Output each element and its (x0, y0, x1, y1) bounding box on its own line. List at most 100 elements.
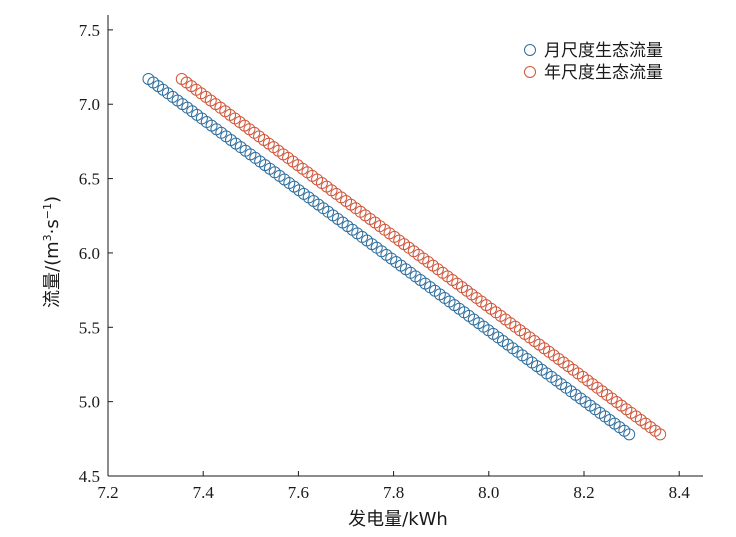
series-1-point (378, 223, 391, 236)
series-1-point (219, 105, 232, 118)
series-1-point (523, 331, 536, 344)
x-tick-label: 7.8 (383, 483, 404, 502)
series-0-point (283, 177, 296, 190)
series-0-point (268, 166, 281, 179)
x-axis-title: 发电量/kWh (348, 509, 448, 530)
series-0-point (365, 238, 378, 251)
series-1-point (412, 248, 425, 261)
series-1-point (499, 313, 512, 326)
series-0-point (181, 101, 194, 114)
series-0-point (195, 112, 208, 125)
series-1-point (369, 216, 382, 229)
series-0-point (336, 216, 349, 229)
y-tick-label: 6.0 (79, 244, 100, 263)
series-1-point (243, 123, 256, 136)
series-1-point (446, 273, 459, 286)
series-0-point (341, 220, 354, 233)
series-1-point (277, 148, 290, 161)
series-0-point (288, 180, 301, 193)
series-0-point (215, 126, 228, 139)
series-0-point (356, 230, 369, 243)
series-1-point (480, 299, 493, 312)
series-0-point (540, 367, 553, 380)
series-1-point (547, 349, 560, 362)
series-0-point (560, 381, 573, 394)
series-1-point (267, 141, 280, 154)
series-0-point (584, 399, 597, 412)
series-1-point (335, 191, 348, 204)
series-1-point (528, 335, 541, 348)
series-1-point (175, 72, 188, 85)
series-1-point (383, 227, 396, 240)
series-0-point (545, 370, 558, 383)
y-axis-title-mid: ·s (42, 219, 63, 234)
series-1-point (485, 302, 498, 315)
series-1-point (552, 352, 565, 365)
series-1-point (572, 367, 585, 380)
series-1-point (543, 345, 556, 358)
x-tick-label: 8.4 (669, 483, 691, 502)
series-1-point (567, 363, 580, 376)
series-0-point (380, 248, 393, 261)
series-1-point (427, 259, 440, 272)
series-0-point (239, 144, 252, 157)
series-1-point (634, 414, 647, 426)
series-0-point (424, 281, 437, 294)
series-0-point (346, 223, 359, 236)
series-0-point (458, 306, 471, 319)
series-1-point (644, 421, 657, 434)
series-1-point (610, 396, 623, 409)
y-tick-label: 6.5 (79, 170, 100, 189)
series-1-point (364, 212, 377, 225)
series-1-point (204, 94, 217, 107)
series-1-point (262, 137, 275, 150)
series-1-point (562, 360, 575, 373)
series-0-point (555, 378, 568, 391)
series-1-point (257, 133, 270, 146)
series-0-point (205, 119, 218, 132)
series-0-point (404, 266, 417, 279)
series-0-point (603, 414, 616, 426)
x-tick-label: 8.2 (573, 483, 594, 502)
y-tick-label: 5.0 (79, 393, 100, 412)
legend-marker-annual (524, 66, 536, 78)
series-1-point (344, 198, 357, 211)
series-0-point (293, 184, 305, 197)
x-tick-label: 7.6 (288, 483, 309, 502)
legend-marker-monthly (524, 44, 536, 56)
series-1-point (301, 166, 314, 179)
series-1-point (576, 370, 589, 383)
series-1-point (605, 392, 618, 405)
data-points (142, 72, 667, 441)
series-0-point (317, 202, 330, 215)
series-0-point (613, 421, 626, 434)
series-1-point (224, 108, 237, 121)
series-1-point (286, 155, 299, 168)
series-1-point (349, 202, 362, 215)
series-0-point (375, 245, 388, 258)
series-1-point (311, 173, 324, 186)
series-0-point (467, 313, 480, 326)
series-1-point (620, 403, 633, 416)
series-1-point (228, 112, 241, 125)
x-tick-label: 7.4 (193, 483, 215, 502)
series-0-point (419, 277, 432, 290)
series-0-point (249, 151, 262, 164)
series-0-point (394, 259, 407, 272)
series-1-point (253, 130, 266, 143)
series-1-point (272, 144, 285, 157)
series-0-point (506, 342, 519, 355)
y-axis-title-sup1: 3 (41, 234, 54, 241)
series-1-point (639, 417, 652, 430)
series-0-point (472, 317, 485, 330)
series-0-point (438, 291, 451, 304)
series-1-point (417, 252, 430, 265)
x-tick-label: 8.0 (478, 483, 499, 502)
series-0-point (579, 396, 592, 409)
series-1-point (518, 327, 531, 340)
series-0-point (496, 335, 509, 348)
series-0-point (360, 234, 373, 247)
series-1-point (180, 76, 193, 89)
series-1-point (489, 306, 502, 319)
series-0-point (487, 327, 500, 340)
